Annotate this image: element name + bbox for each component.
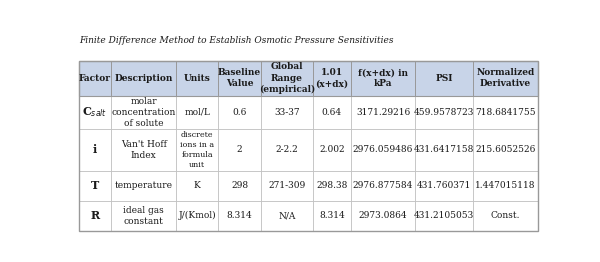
Text: PSI: PSI [436,74,453,83]
Bar [261,96,313,129]
Bar [473,96,538,129]
Text: Baseline
Value: Baseline Value [218,68,261,88]
Text: C$_{salt}$: C$_{salt}$ [82,105,107,119]
Text: 1.447015118: 1.447015118 [475,181,535,190]
Bar [111,129,176,171]
Bar [350,96,415,129]
Bar [79,61,538,231]
Text: discrete
ions in a
formula
unit: discrete ions in a formula unit [180,131,214,168]
Text: temperature: temperature [115,181,173,190]
Bar [176,201,218,231]
Text: 431.2105053: 431.2105053 [414,211,474,220]
Text: 2.002: 2.002 [319,145,345,154]
Text: Normalized
Derivative: Normalized Derivative [476,68,535,88]
Bar [261,201,313,231]
Text: 3171.29216: 3171.29216 [356,108,410,117]
Text: T: T [91,180,99,191]
Text: Global
Range
(empirical): Global Range (empirical) [259,62,315,94]
Bar [79,96,111,129]
Bar [313,201,350,231]
Bar [79,129,111,171]
Text: 459.9578723: 459.9578723 [414,108,475,117]
Text: mol/L: mol/L [184,108,210,117]
Text: N/A: N/A [278,211,296,220]
Text: 2: 2 [237,145,242,154]
Text: 2973.0864: 2973.0864 [359,211,407,220]
Bar [473,171,538,201]
Bar [111,171,176,201]
Bar [176,129,218,171]
Bar [473,129,538,171]
Bar [415,96,473,129]
Bar [218,61,261,96]
Bar [313,61,350,96]
Bar [350,171,415,201]
Bar [176,61,218,96]
Bar [473,61,538,96]
Bar [415,171,473,201]
Bar [79,61,538,96]
Text: R: R [91,210,100,221]
Text: 431.6417158: 431.6417158 [414,145,475,154]
Bar [473,201,538,231]
Text: 2976.059486: 2976.059486 [353,145,413,154]
Bar [79,171,111,201]
Bar [415,201,473,231]
Text: 215.6052526: 215.6052526 [475,145,535,154]
Bar [261,171,313,201]
Text: 0.6: 0.6 [232,108,247,117]
Text: Van't Hoff
Index: Van't Hoff Index [121,140,167,160]
Bar [218,171,261,201]
Text: 2-2.2: 2-2.2 [275,145,298,154]
Text: 271-309: 271-309 [268,181,305,190]
Text: 8.314: 8.314 [227,211,253,220]
Bar [218,129,261,171]
Text: Finite Difference Method to Establish Osmotic Pressure Sensitivities: Finite Difference Method to Establish Os… [79,36,393,46]
Bar [218,201,261,231]
Bar [350,129,415,171]
Text: 718.6841755: 718.6841755 [475,108,536,117]
Bar [79,201,111,231]
Text: J/(Kmol): J/(Kmol) [178,211,216,220]
Text: Units: Units [184,74,211,83]
Text: 298: 298 [231,181,248,190]
Text: 33-37: 33-37 [274,108,300,117]
Bar [111,96,176,129]
Bar [261,129,313,171]
Text: 1.01
(x+dx): 1.01 (x+dx) [316,68,349,88]
Text: ideal gas
constant: ideal gas constant [123,206,164,226]
Text: molar
concentration
of solute: molar concentration of solute [112,97,176,128]
Text: f(x+dx) in
kPa: f(x+dx) in kPa [358,68,408,88]
Text: K: K [194,181,200,190]
Text: Description: Description [115,74,173,83]
Text: 8.314: 8.314 [319,211,345,220]
Bar [79,61,111,96]
Bar [415,129,473,171]
Text: 2976.877584: 2976.877584 [353,181,413,190]
Bar [415,61,473,96]
Text: 0.64: 0.64 [322,108,342,117]
Bar [350,61,415,96]
Text: Factor: Factor [79,74,111,83]
Bar [176,96,218,129]
Text: 431.760371: 431.760371 [417,181,472,190]
Bar [218,96,261,129]
Bar [313,96,350,129]
Text: 298.38: 298.38 [316,181,347,190]
Bar [111,61,176,96]
Text: Const.: Const. [490,211,520,220]
Bar [313,171,350,201]
Bar [176,171,218,201]
Bar [350,201,415,231]
Bar [313,129,350,171]
Bar [261,61,313,96]
Bar [111,201,176,231]
Text: i: i [93,144,97,155]
